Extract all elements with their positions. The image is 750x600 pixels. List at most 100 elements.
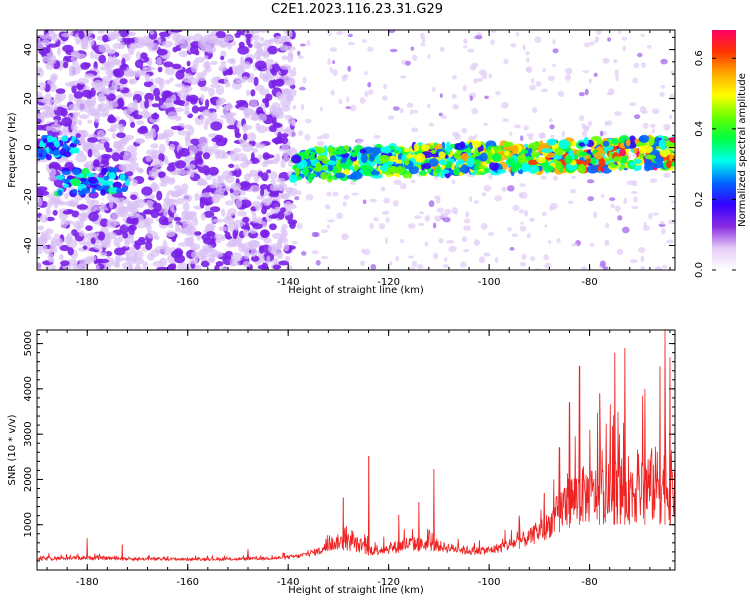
- noise-blob: [242, 124, 253, 130]
- noise-blob: [463, 225, 472, 231]
- noise-blob: [452, 104, 459, 110]
- noise-blob: [158, 98, 164, 107]
- noise-blob: [68, 93, 74, 103]
- signal-blob: [459, 141, 466, 149]
- noise-blob: [144, 217, 154, 225]
- noise-blob: [570, 243, 579, 247]
- spectrogram-x-tick-label: -180: [76, 277, 99, 288]
- noise-blob: [487, 232, 495, 236]
- noise-blob: [266, 64, 273, 70]
- noise-blob: [451, 93, 457, 99]
- signal-blob: [108, 167, 118, 174]
- noise-blob: [235, 198, 243, 208]
- noise-blob: [671, 200, 675, 204]
- noise-blob: [73, 91, 84, 99]
- noise-blob: [468, 135, 476, 141]
- noise-blob: [378, 223, 386, 230]
- noise-blob: [210, 148, 221, 154]
- signal-blob: [586, 165, 599, 174]
- noise-blob: [115, 254, 120, 264]
- noise-blob: [233, 167, 242, 178]
- snr-ylabel: SNR (10 * v/v): [7, 414, 18, 485]
- noise-blob: [588, 78, 592, 84]
- noise-blob: [205, 45, 217, 54]
- noise-blob: [622, 226, 630, 234]
- noise-blob: [37, 66, 43, 73]
- signal-blob: [100, 168, 107, 176]
- noise-blob: [283, 242, 290, 252]
- noise-blob: [128, 224, 137, 232]
- noise-blob: [263, 39, 273, 46]
- noise-blob: [145, 200, 154, 207]
- noise-blob: [215, 139, 227, 147]
- noise-blob: [181, 183, 189, 191]
- noise-blob: [547, 75, 555, 82]
- noise-blob: [45, 207, 51, 217]
- noise-blob: [274, 78, 285, 87]
- noise-blob: [439, 46, 445, 52]
- noise-blob: [475, 35, 483, 40]
- noise-blob: [203, 109, 211, 116]
- noise-blob: [299, 43, 306, 47]
- noise-blob: [633, 196, 638, 203]
- noise-blob: [578, 92, 585, 97]
- noise-blob: [71, 84, 77, 94]
- noise-blob: [262, 221, 268, 229]
- signal-blob: [46, 135, 54, 143]
- noise-blob: [332, 191, 339, 197]
- noise-blob: [280, 159, 286, 169]
- noise-blob: [287, 78, 295, 86]
- noise-blob: [382, 95, 388, 101]
- noise-blob: [302, 76, 307, 84]
- noise-blob: [282, 151, 289, 157]
- signal-blob: [384, 145, 391, 154]
- noise-blob: [163, 208, 168, 218]
- noise-blob: [75, 53, 87, 59]
- noise-blob: [168, 143, 176, 151]
- signal-blob: [555, 160, 563, 171]
- signal-blob: [608, 161, 615, 167]
- noise-blob: [39, 214, 48, 223]
- signal-blob: [288, 174, 298, 184]
- noise-blob: [370, 264, 377, 270]
- signal-blob: [291, 154, 302, 164]
- noise-blob: [145, 240, 153, 251]
- signal-blob: [584, 154, 590, 159]
- noise-blob: [593, 72, 598, 78]
- noise-blob: [239, 199, 252, 208]
- spectrogram-x-tick-label: -100: [478, 277, 501, 288]
- noise-blob: [116, 132, 126, 139]
- noise-blob: [230, 182, 242, 191]
- signal-blob: [396, 165, 404, 174]
- noise-blob: [663, 172, 671, 178]
- signal-blob: [536, 156, 547, 164]
- snr-frame: [36, 329, 676, 571]
- noise-blob: [623, 197, 628, 204]
- signal-blob: [438, 159, 448, 166]
- signal-blob: [307, 149, 312, 154]
- noise-blob: [131, 70, 143, 75]
- noise-blob: [50, 237, 56, 246]
- noise-blob: [359, 97, 366, 104]
- signal-blob: [60, 135, 69, 142]
- signal-blob: [297, 161, 305, 170]
- noise-blob: [383, 83, 388, 90]
- noise-blob: [158, 152, 165, 162]
- noise-blob: [232, 148, 242, 153]
- noise-blob: [99, 218, 109, 228]
- signal-blob: [54, 140, 60, 148]
- noise-blob: [109, 49, 117, 54]
- noise-blob: [174, 83, 185, 88]
- noise-blob: [503, 58, 509, 65]
- noise-blob: [350, 104, 357, 112]
- signal-blob: [310, 151, 316, 157]
- spectrogram-ylabel: Frequency (Hz): [7, 112, 18, 188]
- signal-blob: [415, 153, 426, 163]
- signal-blob: [445, 141, 451, 150]
- noise-blob: [228, 163, 235, 168]
- noise-blob: [271, 79, 277, 89]
- signal-blob: [395, 173, 400, 178]
- noise-blob: [266, 169, 272, 174]
- signal-blob: [418, 170, 427, 176]
- noise-blob: [640, 33, 645, 37]
